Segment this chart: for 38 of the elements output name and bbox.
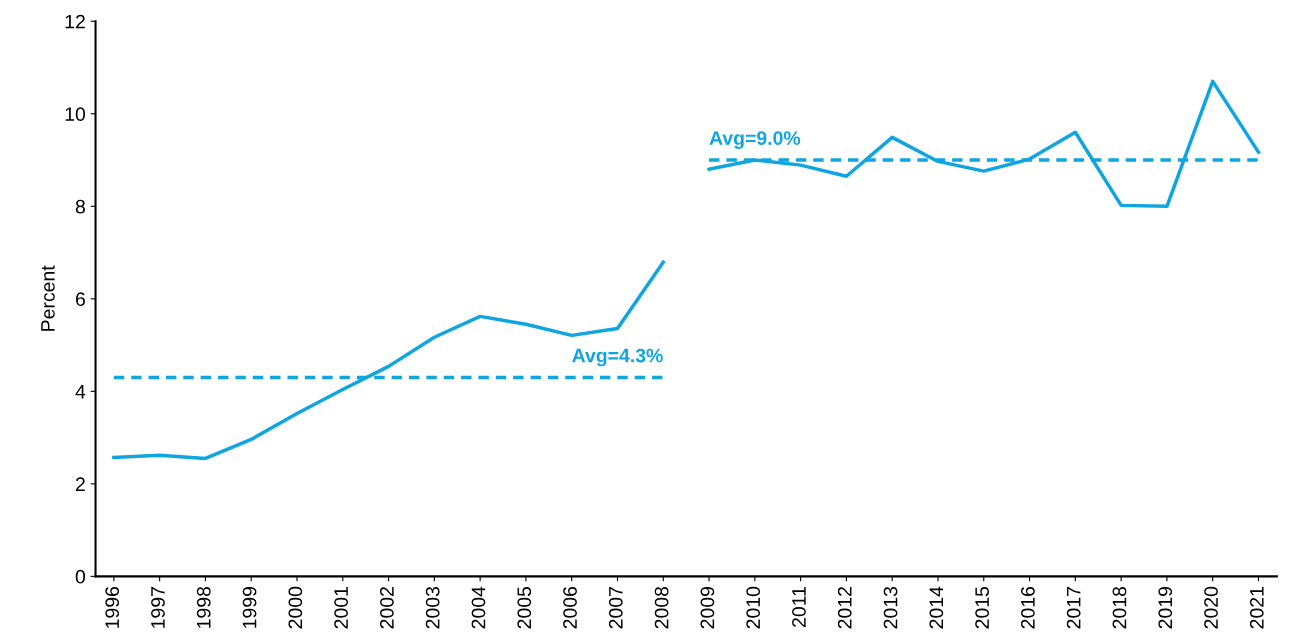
x-tick-label: 2002 (380, 587, 394, 629)
y-tick-label: 4 (75, 385, 86, 399)
x-tick-label: 2008 (654, 586, 669, 629)
x-tick-label: 2005 (517, 586, 532, 629)
x-tick-label: 2007 (608, 587, 623, 629)
x-tick-label: 1999 (242, 587, 257, 628)
line-series (707, 79, 1261, 209)
x-tick-label: 2017 (1066, 587, 1081, 629)
annotation: Avg=4.3% (572, 348, 663, 367)
x-tick-label: 1996 (105, 586, 120, 628)
y-tick-label: 12 (65, 14, 85, 29)
x-tick-label: 2014 (929, 586, 944, 629)
x-tick-label: 2019 (1158, 587, 1173, 629)
x-tick-label: 2020 (1204, 586, 1218, 629)
x-tick-label: 1997 (151, 587, 165, 628)
x-tick-label: 2006 (563, 586, 577, 629)
y-tick-label: 6 (75, 292, 85, 307)
x-tick-label: 2009 (700, 587, 715, 629)
x-tick-label: 2003 (425, 586, 440, 629)
x-tick-label: 2016 (1021, 586, 1035, 629)
x-tick-label: 2015 (975, 586, 989, 629)
x-tick-label: 2000 (288, 586, 303, 629)
y-tick-label: 0 (75, 569, 86, 584)
x-tick-label: 2011 (792, 587, 806, 627)
y-axis-title: Percent (41, 265, 55, 331)
x-tick-label: 2004 (471, 586, 486, 629)
x-tick-label: 2018 (1112, 586, 1127, 629)
x-tick-label: 2012 (837, 587, 852, 629)
x-tick-label: 2001 (334, 587, 348, 629)
x-tick-label: 2010 (746, 586, 761, 629)
y-tick-label: 2 (75, 477, 85, 491)
annotation: Avg=9.0% (709, 131, 801, 149)
x-tick-label: 2021 (1249, 587, 1264, 629)
y-tick-label: 10 (65, 107, 86, 122)
line-series (112, 260, 666, 461)
x-tick-label: 2013 (883, 586, 898, 629)
y-tick-label: 8 (75, 199, 85, 214)
x-tick-label: 1998 (196, 586, 211, 628)
